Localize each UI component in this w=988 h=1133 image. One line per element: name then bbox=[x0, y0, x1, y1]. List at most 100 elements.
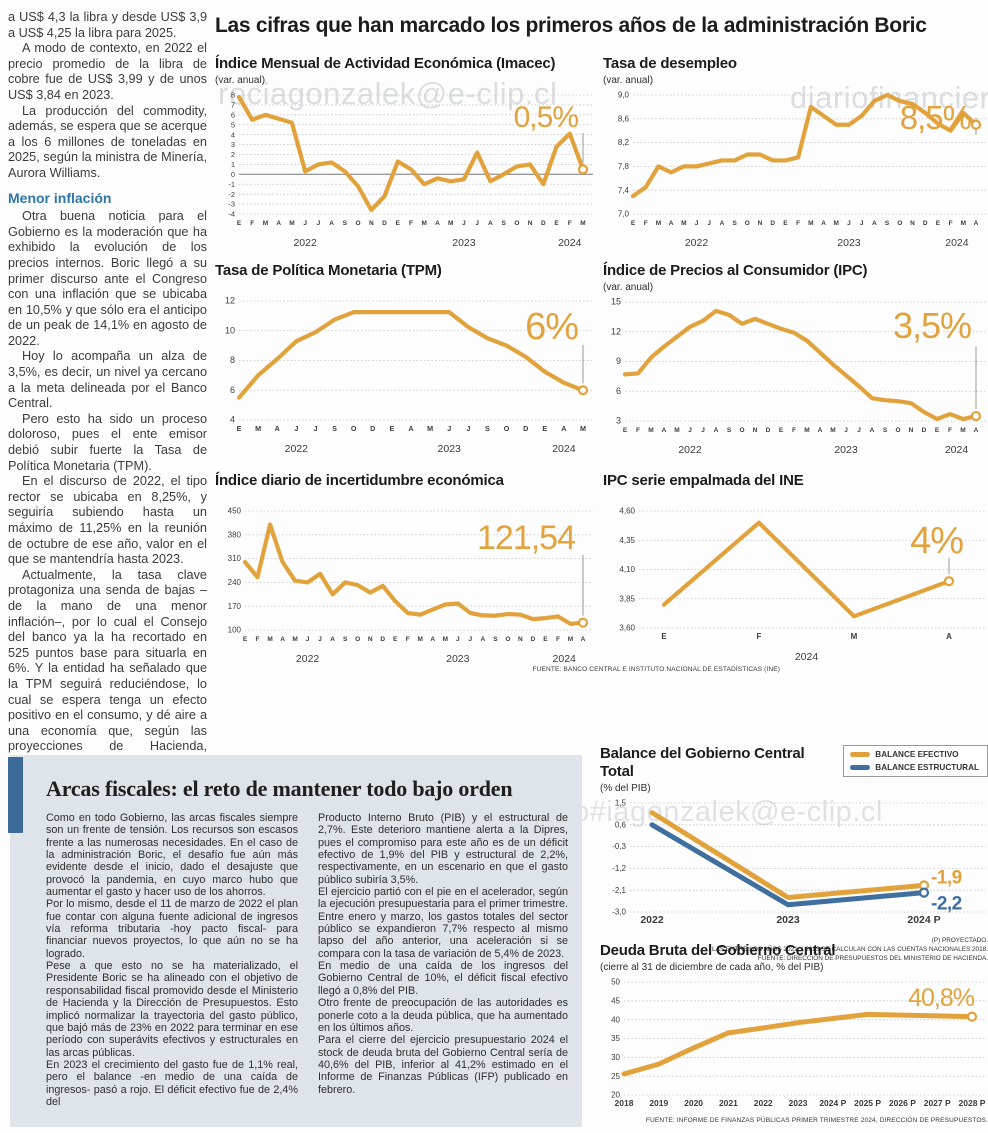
svg-text:5: 5 bbox=[231, 120, 235, 129]
svg-text:S: S bbox=[343, 636, 348, 643]
svg-text:A: A bbox=[276, 220, 281, 227]
legend-label: BALANCE EFECTIVO bbox=[875, 750, 959, 759]
svg-text:E: E bbox=[623, 427, 628, 434]
svg-text:F: F bbox=[556, 636, 560, 643]
svg-text:8: 8 bbox=[230, 355, 235, 365]
svg-text:A: A bbox=[275, 424, 280, 433]
svg-text:S: S bbox=[493, 636, 498, 643]
svg-text:D: D bbox=[923, 220, 928, 227]
svg-text:E: E bbox=[542, 424, 547, 433]
svg-text:J: J bbox=[475, 220, 479, 227]
svg-text:2018: 2018 bbox=[615, 1098, 634, 1108]
svg-text:40: 40 bbox=[611, 1015, 620, 1024]
svg-text:J: J bbox=[695, 220, 699, 227]
svg-text:2022: 2022 bbox=[678, 444, 702, 456]
svg-text:E: E bbox=[554, 220, 559, 227]
svg-text:E: E bbox=[543, 636, 548, 643]
svg-text:D: D bbox=[531, 636, 536, 643]
svg-text:M: M bbox=[443, 636, 448, 643]
svg-text:A: A bbox=[720, 220, 725, 227]
svg-text:D: D bbox=[766, 427, 771, 434]
chart-imacec: Índice Mensual de Actividad Económica (I… bbox=[215, 55, 595, 249]
svg-text:M: M bbox=[674, 427, 679, 434]
svg-text:4,10: 4,10 bbox=[619, 565, 635, 574]
svg-text:A: A bbox=[669, 220, 674, 227]
chart-title: Tasa de Política Monetaria (TPM) bbox=[215, 262, 442, 279]
chart-subtitle: (cierre al 31 de diciembre de cada año, … bbox=[600, 962, 824, 973]
svg-text:240: 240 bbox=[228, 578, 242, 587]
svg-text:3,5%: 3,5% bbox=[893, 305, 971, 346]
svg-text:E: E bbox=[936, 220, 941, 227]
svg-text:F: F bbox=[949, 220, 953, 227]
svg-text:M: M bbox=[422, 220, 427, 227]
svg-text:S: S bbox=[343, 220, 348, 227]
svg-text:A: A bbox=[946, 632, 952, 641]
chart-desempleo: Tasa de desempleo (var. anual) 9,0 8,6 8,2… bbox=[603, 55, 988, 249]
svg-text:3: 3 bbox=[616, 416, 621, 426]
paragraph: Actualmente, la tasa clave protagoniza u… bbox=[8, 568, 207, 771]
svg-text:100: 100 bbox=[228, 626, 242, 635]
paragraph: La producción del commodity, además, se … bbox=[8, 103, 207, 180]
svg-text:J: J bbox=[313, 424, 317, 433]
svg-text:F: F bbox=[644, 220, 648, 227]
svg-text:A: A bbox=[488, 220, 493, 227]
svg-text:J: J bbox=[447, 424, 451, 433]
paragraph: En medio de una caída de los ingresos de… bbox=[318, 960, 568, 997]
chart-canvas: 9,08,68,27,87,47,0E F M A M J J A S O N D E F M A M J J A S O… bbox=[618, 91, 986, 249]
svg-text:0,5%: 0,5% bbox=[514, 101, 579, 134]
svg-text:E: E bbox=[389, 424, 394, 433]
svg-text:2020: 2020 bbox=[684, 1098, 703, 1108]
paragraph: Para el cierre del ejercicio presupuesta… bbox=[318, 1034, 568, 1096]
accent-bar bbox=[8, 757, 23, 833]
svg-text:-2,1: -2,1 bbox=[612, 886, 626, 895]
chart-title: Tasa de desempleo bbox=[603, 55, 737, 72]
svg-text:F: F bbox=[568, 220, 572, 227]
svg-text:1: 1 bbox=[231, 160, 235, 169]
svg-text:D: D bbox=[382, 220, 387, 227]
svg-text:0,6: 0,6 bbox=[615, 820, 627, 829]
svg-text:2023: 2023 bbox=[438, 443, 462, 455]
svg-text:N: N bbox=[909, 427, 914, 434]
svg-text:20: 20 bbox=[611, 1091, 620, 1100]
svg-text:F: F bbox=[250, 220, 254, 227]
svg-text:O: O bbox=[895, 427, 900, 434]
svg-text:8,5%: 8,5% bbox=[900, 99, 972, 136]
paragraph: Como en todo Gobierno, las arcas fiscale… bbox=[46, 812, 298, 899]
svg-text:2022: 2022 bbox=[293, 237, 317, 249]
svg-text:45: 45 bbox=[611, 996, 620, 1005]
svg-text:J: J bbox=[707, 220, 711, 227]
svg-text:M: M bbox=[580, 220, 585, 227]
svg-text:N: N bbox=[369, 220, 374, 227]
svg-text:2025 P: 2025 P bbox=[854, 1098, 881, 1108]
svg-text:N: N bbox=[528, 220, 533, 227]
chart-ipc: Índice de Precios al Consumidor (IPC) (v… bbox=[603, 262, 988, 456]
svg-text:40,8%: 40,8% bbox=[908, 984, 975, 1012]
svg-text:A: A bbox=[481, 636, 486, 643]
svg-text:170: 170 bbox=[228, 602, 242, 611]
chart-source: FUENTE: INFORME DE FINANZAS PÚBLICAS PRI… bbox=[645, 1117, 988, 1124]
svg-text:J: J bbox=[306, 636, 310, 643]
svg-text:50: 50 bbox=[611, 978, 620, 987]
svg-text:J: J bbox=[317, 220, 321, 227]
svg-text:O: O bbox=[897, 220, 902, 227]
chart-subtitle: (var. anual) bbox=[603, 75, 654, 86]
svg-text:2028 P: 2028 P bbox=[959, 1098, 986, 1108]
svg-text:J: J bbox=[844, 427, 848, 434]
svg-text:9: 9 bbox=[616, 356, 621, 366]
chart-tpm: Tasa de Política Monetaria (TPM) 12 10 8 6 4… bbox=[215, 262, 595, 455]
svg-text:E: E bbox=[237, 220, 242, 227]
svg-text:7: 7 bbox=[231, 101, 235, 110]
svg-text:2021: 2021 bbox=[719, 1098, 738, 1108]
svg-text:S: S bbox=[883, 427, 888, 434]
svg-text:6: 6 bbox=[616, 386, 621, 396]
svg-text:M: M bbox=[681, 220, 686, 227]
svg-text:A: A bbox=[280, 636, 285, 643]
svg-text:O: O bbox=[355, 636, 360, 643]
svg-text:2024: 2024 bbox=[945, 237, 969, 249]
svg-text:A: A bbox=[408, 424, 413, 433]
svg-text:E: E bbox=[393, 636, 398, 643]
svg-text:M: M bbox=[267, 636, 272, 643]
svg-text:M: M bbox=[568, 636, 573, 643]
svg-text:2023: 2023 bbox=[834, 444, 858, 456]
